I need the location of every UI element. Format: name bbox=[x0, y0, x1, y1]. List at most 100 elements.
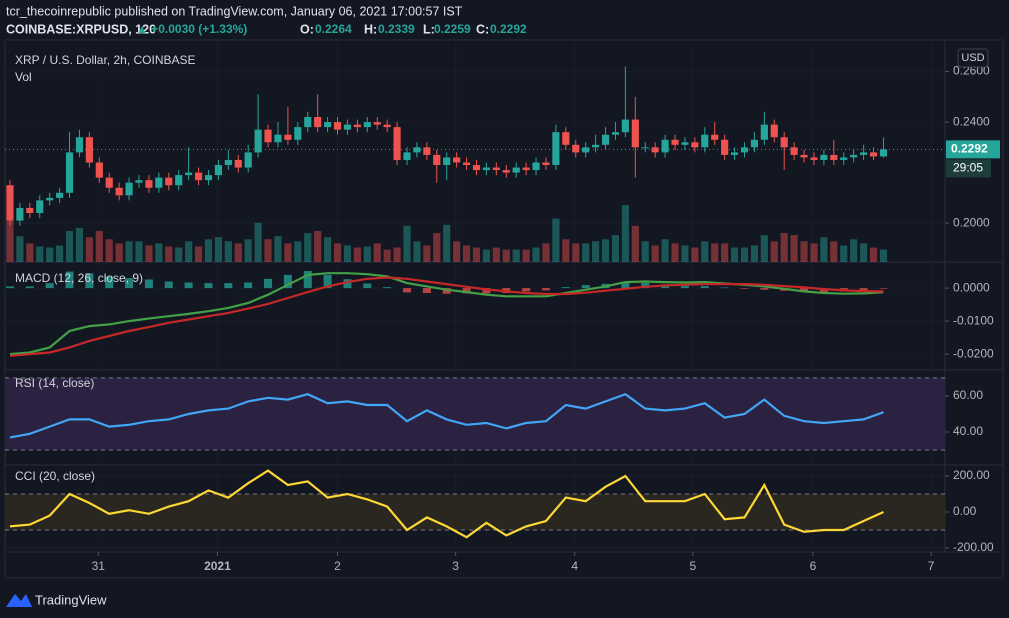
candle-body bbox=[631, 119, 639, 148]
volume-bar bbox=[373, 243, 381, 262]
candle-body bbox=[850, 154, 858, 158]
volume-bar bbox=[810, 243, 818, 262]
symbol: COINBASE:XRPUSD, 120 bbox=[6, 22, 156, 36]
candle-body bbox=[750, 139, 758, 148]
volume-bar bbox=[681, 245, 689, 262]
candle-body bbox=[472, 165, 481, 171]
histogram-bar bbox=[184, 282, 193, 289]
volume-bar bbox=[6, 220, 14, 262]
candle-body bbox=[95, 162, 103, 178]
volume-bar bbox=[522, 249, 530, 262]
x-tick-label: 5 bbox=[690, 559, 697, 573]
volume-bar bbox=[284, 243, 292, 262]
currency[interactable]: USD bbox=[961, 52, 984, 64]
volume-bar bbox=[453, 241, 461, 262]
volume-bar bbox=[631, 225, 639, 262]
candle-body bbox=[234, 159, 242, 168]
volume-bar bbox=[274, 236, 282, 262]
histogram-bar bbox=[264, 278, 273, 289]
volume-bar bbox=[820, 237, 828, 262]
price-title: XRP / U.S. Dollar, 2h, COINBASE bbox=[15, 53, 196, 67]
candle-body bbox=[562, 132, 570, 145]
volume-bar bbox=[204, 239, 213, 262]
volume-bar bbox=[800, 241, 808, 262]
volume-bar bbox=[592, 241, 600, 262]
histogram-bar bbox=[144, 279, 153, 289]
histogram-bar bbox=[800, 288, 809, 293]
candle-body bbox=[860, 152, 868, 155]
histogram-bar bbox=[244, 282, 253, 289]
histogram-bar bbox=[541, 288, 550, 291]
candle-body bbox=[274, 134, 282, 143]
volume-bar bbox=[185, 241, 193, 262]
candle-body bbox=[155, 177, 163, 188]
volume-bar bbox=[879, 249, 888, 262]
histogram-bar bbox=[720, 287, 729, 289]
candle-body bbox=[661, 139, 669, 153]
rsi-title: RSI (14, close) bbox=[15, 376, 94, 390]
candle-body bbox=[204, 175, 213, 181]
candle-body bbox=[671, 139, 679, 145]
volume-bar bbox=[343, 245, 352, 262]
candle-body bbox=[423, 147, 431, 155]
logo-icon bbox=[6, 594, 32, 607]
volume-bar bbox=[721, 243, 729, 262]
candle-body bbox=[810, 157, 818, 160]
candle-body bbox=[701, 134, 709, 148]
volume-bar bbox=[105, 239, 113, 262]
volume-label: Vol bbox=[15, 70, 32, 84]
candle-body bbox=[582, 147, 590, 153]
countdown: 29:05 bbox=[953, 161, 983, 175]
candle-body bbox=[482, 167, 490, 171]
candle-body bbox=[780, 137, 788, 148]
volume-bar bbox=[175, 247, 183, 262]
last-price-label: 0.2292 bbox=[951, 142, 988, 156]
candle-body bbox=[879, 149, 888, 157]
histogram-bar bbox=[383, 287, 392, 289]
histogram-bar bbox=[164, 281, 173, 289]
candle-body bbox=[115, 187, 123, 196]
histogram-bar bbox=[343, 279, 352, 289]
candle-body bbox=[840, 157, 848, 160]
histogram-bar bbox=[680, 285, 689, 289]
histogram-bar bbox=[760, 288, 769, 290]
candle-body bbox=[294, 127, 302, 140]
y-tick-label: 60.00 bbox=[953, 388, 983, 402]
candle-body bbox=[383, 124, 391, 128]
volume-bar bbox=[492, 247, 500, 262]
volume-bar bbox=[36, 246, 44, 262]
candle-body bbox=[85, 137, 93, 163]
volume-bar bbox=[572, 243, 580, 262]
candle-body bbox=[601, 134, 610, 145]
candle-body bbox=[125, 182, 133, 196]
candle-body bbox=[244, 152, 252, 168]
volume-bar bbox=[601, 239, 610, 262]
candle-body bbox=[373, 122, 381, 125]
volume-bar bbox=[125, 241, 133, 262]
candle-body bbox=[36, 200, 44, 214]
volume-bar bbox=[244, 239, 252, 262]
x-tick-label: 2 bbox=[334, 559, 341, 573]
candle-body bbox=[284, 134, 292, 140]
candle-body bbox=[651, 147, 659, 153]
volume-bar bbox=[860, 243, 868, 262]
volume-bar bbox=[532, 247, 540, 262]
candle-body bbox=[214, 165, 222, 176]
volume-bar bbox=[26, 243, 34, 262]
currency-button[interactable] bbox=[957, 48, 989, 68]
chart-layer: 31 2021 2 3 4 5 6 70.26000.24000.20000.229229:0… bbox=[5, 40, 1003, 573]
histogram-bar bbox=[621, 281, 630, 289]
histogram-bar bbox=[641, 282, 650, 289]
candle-body bbox=[324, 122, 332, 128]
y-tick-label: -0.0200 bbox=[953, 346, 994, 360]
candle-body bbox=[492, 167, 500, 171]
x-tick-label: 7 bbox=[928, 559, 935, 573]
histogram-bar bbox=[740, 288, 749, 289]
volume-bar bbox=[482, 249, 490, 262]
volume-bar bbox=[56, 245, 64, 262]
volume-bar bbox=[651, 245, 659, 262]
candle-body bbox=[264, 129, 272, 143]
candle-body bbox=[145, 180, 153, 188]
l-value: 0.2259 bbox=[434, 22, 471, 36]
